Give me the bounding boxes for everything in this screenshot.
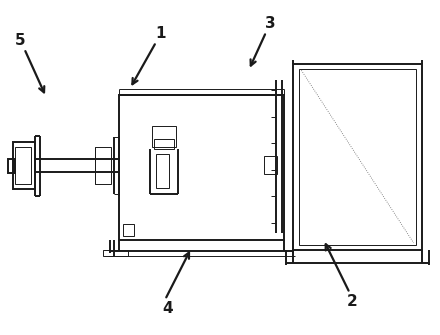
Text: 1: 1 [155, 26, 166, 41]
Bar [103, 250, 128, 256]
Bar [8, 159, 15, 173]
Bar [13, 142, 35, 189]
Text: 5: 5 [15, 33, 25, 48]
Text: 4: 4 [162, 301, 172, 316]
Bar [156, 154, 169, 188]
Text: 2: 2 [347, 294, 357, 309]
Text: 3: 3 [265, 16, 276, 31]
Bar [95, 147, 111, 184]
Bar [264, 156, 277, 174]
Bar [152, 126, 176, 147]
Bar [15, 147, 31, 184]
Bar [123, 224, 134, 236]
Bar [119, 95, 284, 240]
Bar [293, 64, 422, 250]
Bar [299, 69, 416, 245]
Bar [154, 139, 174, 149]
